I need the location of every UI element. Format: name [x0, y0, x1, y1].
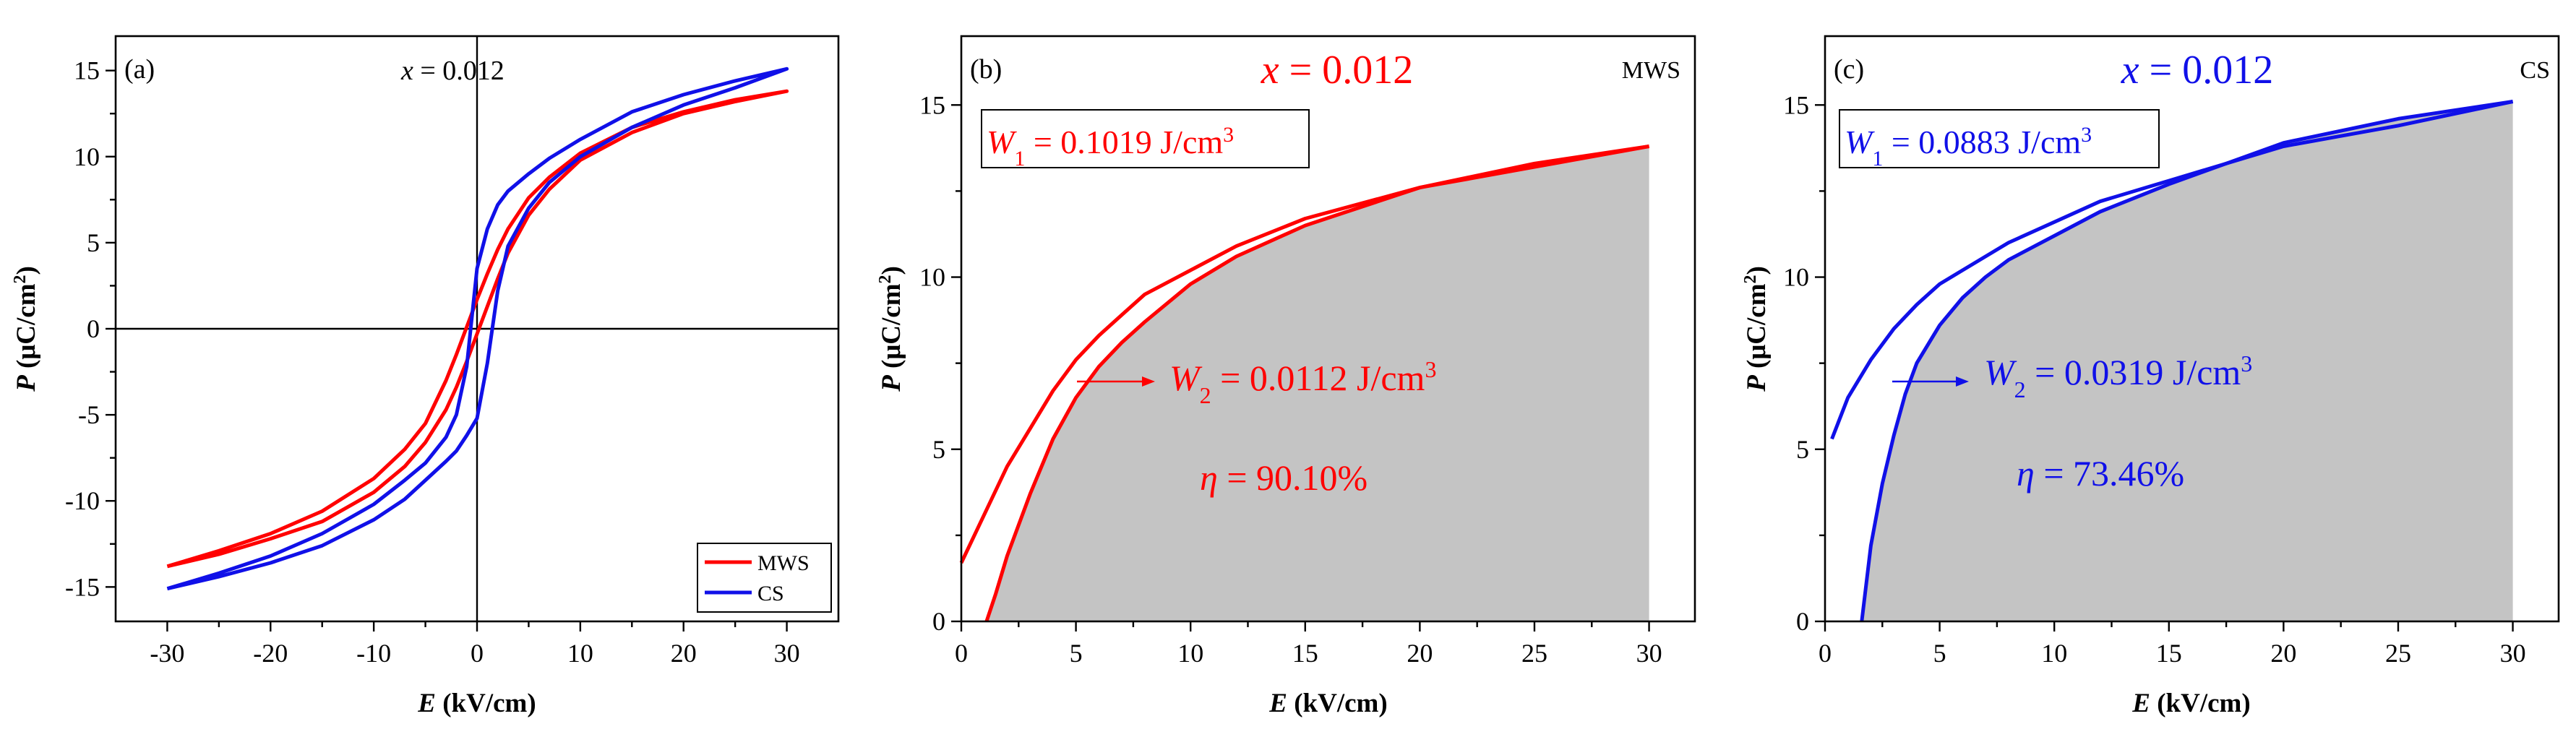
- discharge-curve: [1830, 100, 2514, 440]
- x-tick-label: 15: [2156, 639, 2182, 668]
- panel-b: 0 5 10 15 20 25 30 0 5 10 15 (b) MWS x = 0.012 W1 …: [876, 35, 1696, 718]
- panel-c-efficiency-label: η = 73.46%: [2017, 453, 2184, 494]
- panel-c-series: [1830, 100, 2514, 622]
- panel-b-y-axis-title: P (μC/cm2): [876, 266, 906, 392]
- panel-c-frame: [1824, 35, 2560, 623]
- panel-b-arrow: [1077, 376, 1155, 387]
- panel-b-shaded-area: [986, 146, 1649, 621]
- panel-b-corner-label: MWS: [1622, 57, 1680, 84]
- x-tick-label: 30: [774, 639, 800, 668]
- x-tick-label: 30: [2500, 639, 2526, 668]
- panel-c-ticks: 0 5 10 15 20 25 30 0 5 10 15: [1783, 90, 2526, 668]
- charge-curve: [984, 145, 1649, 622]
- x-tick-label: 5: [1933, 639, 1946, 668]
- x-tick-label: 0: [955, 639, 968, 668]
- panel-b-w1-box: [981, 109, 1310, 168]
- y-tick-label: 10: [1783, 263, 1809, 292]
- y-tick-label: 10: [74, 142, 100, 171]
- x-tick-label: 30: [1636, 639, 1662, 668]
- y-tick-label: 0: [87, 314, 100, 343]
- x-tick-label: 5: [1070, 639, 1083, 668]
- panel-b-w1-label: W1 = 0.1019 J/cm3: [987, 123, 1234, 171]
- x-tick-label: 15: [1292, 639, 1318, 668]
- y-tick-label: 5: [932, 435, 945, 464]
- x-tick-label: -20: [253, 639, 288, 668]
- y-tick-label: 10: [919, 263, 945, 292]
- hysteresis-loop-mws: [166, 89, 789, 569]
- y-tick-label: 5: [87, 228, 100, 257]
- y-tick-label: 0: [1796, 607, 1809, 636]
- panel-c-arrow: [1892, 376, 1969, 387]
- panel-c-w1-box: [1839, 109, 2160, 168]
- panel-c-w1-label: W1 = 0.0883 J/cm3: [1845, 123, 2092, 171]
- panel-a-tag: (a): [124, 54, 155, 85]
- panel-c-corner-label: CS: [2520, 57, 2550, 84]
- energy-area: [986, 146, 1649, 621]
- legend-label-mws: MWS: [757, 551, 810, 575]
- panel-a-title: x = 0.012: [400, 56, 505, 86]
- y-tick-label: 5: [1796, 435, 1809, 464]
- x-tick-label: 0: [1819, 639, 1832, 668]
- x-tick-label: 25: [1521, 639, 1547, 668]
- panel-b-ticks: 0 5 10 15 20 25 30 0 5 10 15: [919, 90, 1662, 668]
- panel-c-y-axis-title: P (μC/cm2): [1741, 266, 1772, 392]
- panel-a-y-axis-title: P (μC/cm2): [11, 266, 41, 392]
- y-tick-label: 15: [919, 90, 945, 119]
- energy-area: [1861, 101, 2513, 621]
- x-tick-label: 20: [1407, 639, 1433, 668]
- panel-b-frame: [960, 35, 1696, 623]
- panel-c-tag: (c): [1834, 54, 1864, 85]
- x-tick-label: 20: [2270, 639, 2296, 668]
- panel-a-ticks: -30 -20 -10 0 10 20 30 -15 -10 -5 0 5 10 15: [65, 56, 800, 668]
- panel-b-tag: (b): [970, 54, 1002, 85]
- y-tick-label: 15: [74, 56, 100, 85]
- panel-b-title: x = 0.012: [1261, 48, 1413, 92]
- y-tick-label: -5: [78, 400, 100, 429]
- legend-box: [697, 543, 832, 613]
- panel-a: -30 -20 -10 0 10 20 30 -15 -10 -5 0 5 10 15 (a) x = 0…: [11, 35, 840, 718]
- x-tick-label: 20: [671, 639, 697, 668]
- hysteresis-loop-cs: [166, 66, 789, 591]
- x-tick-label: -10: [356, 639, 391, 668]
- panel-a-series: [166, 66, 789, 591]
- y-tick-label: -15: [65, 572, 100, 601]
- y-tick-label: 15: [1783, 90, 1809, 119]
- x-tick-label: 10: [567, 639, 593, 668]
- panel-c-w2-label: W2 = 0.0319 J/cm3: [1984, 350, 2252, 402]
- discharge-curve: [959, 145, 1650, 564]
- panel-b-series: [959, 145, 1650, 622]
- x-tick-label: -30: [150, 639, 184, 668]
- panel-b-efficiency-label: η = 90.10%: [1200, 457, 1368, 498]
- panel-c-shaded-area: [1861, 101, 2513, 621]
- y-tick-label: 0: [932, 607, 945, 636]
- x-tick-label: 0: [471, 639, 484, 668]
- panel-c: 0 5 10 15 20 25 30 0 5 10 15 (c) CS x = 0.012 W1 =…: [1741, 35, 2560, 718]
- y-tick-label: -10: [65, 486, 100, 515]
- x-tick-label: 25: [2385, 639, 2411, 668]
- panel-b-w2-label: W2 = 0.0112 J/cm3: [1169, 356, 1436, 408]
- panel-c-x-axis-title: E (kV/cm): [2131, 689, 2250, 718]
- x-tick-label: 10: [1177, 639, 1203, 668]
- panel-b-x-axis-title: E (kV/cm): [1268, 689, 1387, 718]
- x-tick-label: 10: [2041, 639, 2067, 668]
- panel-c-title: x = 0.012: [2121, 48, 2273, 92]
- legend-label-cs: CS: [757, 582, 784, 605]
- panel-a-x-axis-title: E (kV/cm): [417, 689, 536, 718]
- panel-a-legend: MWS CS: [697, 543, 832, 613]
